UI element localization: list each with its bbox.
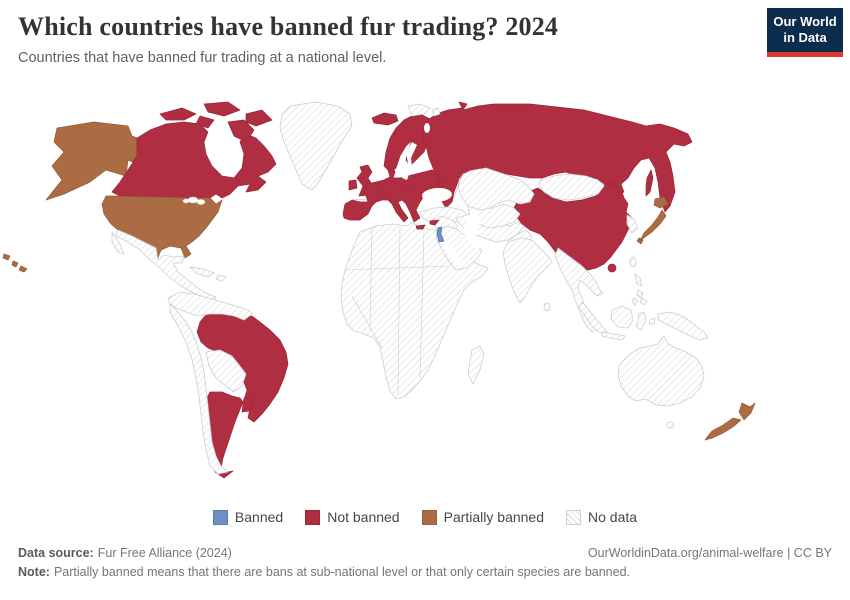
legend-label-not-banned: Not banned (327, 509, 400, 525)
legend-label-partially-banned: Partially banned (443, 509, 545, 525)
legend-item-banned[interactable]: Banned (212, 509, 284, 525)
legend-item-partially-banned[interactable]: Partially banned (421, 509, 545, 525)
country-mongolia[interactable] (538, 173, 605, 201)
country-madagascar[interactable] (467, 345, 485, 385)
colored-overlays (415, 196, 756, 441)
country-brazil[interactable] (196, 311, 289, 423)
chart-footer: Data source: Fur Free Alliance (2024) Our… (18, 544, 832, 583)
owid-logo-line1: Our World (773, 14, 837, 29)
island-java[interactable] (601, 331, 626, 341)
island-borneo[interactable] (610, 305, 634, 329)
region-north-south-america[interactable] (167, 291, 253, 321)
chart-subtitle: Countries that have banned fur trading a… (18, 50, 387, 66)
country-hawaii[interactable] (2, 253, 28, 273)
country-uruguay[interactable] (241, 397, 255, 413)
legend-label-no-data: No data (588, 509, 638, 525)
legend-swatch-not-banned (305, 509, 321, 525)
country-sakhalin[interactable] (645, 169, 654, 197)
great-lake-2 (196, 199, 206, 205)
black-sea (422, 187, 452, 203)
persian-gulf (468, 236, 481, 249)
region-southeast-asia[interactable] (554, 247, 604, 333)
great-lake-1 (187, 196, 199, 204)
country-papua-new-guinea[interactable] (657, 311, 709, 341)
legend-swatch-banned (212, 509, 228, 525)
world-map (0, 100, 850, 500)
chart-title: Which countries have banned fur trading?… (18, 12, 559, 41)
country-australia[interactable] (617, 335, 705, 407)
red-sea (438, 236, 462, 266)
country-iceland[interactable] (371, 112, 399, 126)
country-greenland[interactable] (279, 101, 353, 191)
country-taiwan[interactable] (629, 256, 637, 268)
caspian-sea (464, 211, 480, 241)
map-legend: Banned Not banned Partially banned No da… (0, 509, 850, 525)
colored-countries (2, 101, 693, 479)
license-link[interactable]: OurWorldinData.org/animal-welfare | CC B… (587, 546, 832, 560)
legend-item-no-data[interactable]: No data (566, 509, 637, 525)
white-sea (424, 123, 430, 133)
note: Note: Partially banned means that there a… (18, 565, 630, 579)
country-korea[interactable] (626, 214, 639, 234)
owid-logo-line2: in Data (783, 30, 827, 46)
country-svalbard[interactable] (407, 103, 441, 117)
data-source-value: Fur Free Alliance (2024) (97, 546, 232, 560)
country-israel[interactable] (436, 226, 445, 243)
country-sri-lanka[interactable] (543, 302, 551, 312)
country-ireland[interactable] (348, 179, 358, 191)
region-caribbean[interactable] (189, 266, 227, 282)
island-crete[interactable] (415, 224, 426, 230)
island-sulawesi[interactable] (635, 311, 656, 331)
chart-header: Which countries have banned fur trading?… (18, 12, 750, 66)
note-value: Partially banned means that there are ba… (53, 565, 631, 580)
note-label: Note: (18, 565, 50, 580)
legend-item-not-banned[interactable]: Not banned (305, 509, 400, 525)
country-philippines[interactable] (631, 273, 648, 306)
country-new-zealand[interactable] (704, 402, 756, 441)
country-alaska[interactable] (45, 121, 138, 201)
country-china[interactable] (513, 181, 633, 271)
region-west-south-america[interactable] (169, 303, 229, 475)
africa-borders (345, 225, 451, 395)
data-source: Data source: Fur Free Alliance (2024) (18, 544, 232, 563)
owid-logo[interactable]: Our World in Data (767, 8, 843, 57)
baltic-sea (402, 142, 417, 180)
country-hainan[interactable] (607, 263, 617, 273)
country-kazakhstan[interactable] (457, 167, 535, 213)
country-canada-arctic[interactable] (159, 101, 273, 143)
country-usa[interactable] (101, 195, 223, 261)
country-russia[interactable] (422, 101, 693, 213)
seas (182, 123, 481, 266)
great-lake-3 (182, 198, 190, 204)
region-mexico-central-america[interactable] (111, 229, 217, 303)
legend-swatch-partially-banned (421, 509, 437, 525)
no-data-countries (111, 101, 709, 475)
legend-swatch-no-data (566, 509, 582, 525)
data-source-label: Data source: (18, 546, 94, 560)
legend-label-banned: Banned (234, 509, 284, 525)
country-india[interactable] (502, 237, 553, 304)
region-arabia[interactable] (435, 225, 483, 271)
country-japan[interactable] (636, 196, 669, 245)
country-cyprus[interactable] (429, 219, 440, 226)
europe-borders (351, 170, 464, 203)
region-bolivia-paraguay[interactable] (205, 349, 247, 393)
world-map-svg (2, 101, 756, 479)
island-tasmania[interactable] (666, 421, 674, 429)
